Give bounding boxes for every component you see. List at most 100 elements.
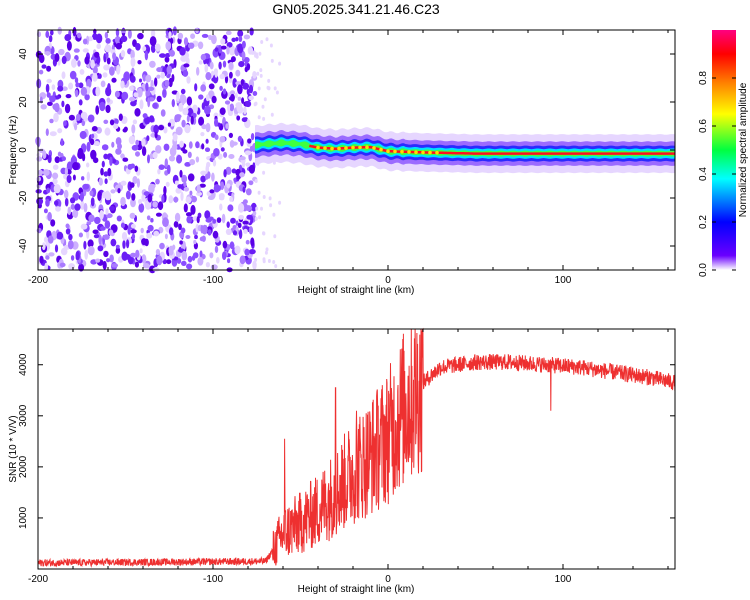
noise-blob [138, 199, 142, 205]
noise-blob [76, 32, 82, 39]
noise-blob [40, 104, 47, 110]
noise-blob [236, 103, 242, 113]
noise-blob [238, 229, 243, 240]
noise-blob [174, 212, 181, 222]
y-tick-label: 40 [18, 48, 29, 60]
noise-blob [185, 212, 193, 217]
noise-blob [180, 227, 186, 234]
noise-blob [234, 92, 238, 99]
noise-blob [246, 214, 253, 220]
noise-blob [238, 35, 243, 43]
noise-blob [53, 112, 59, 123]
noise-blob [147, 224, 154, 232]
noise-blob [80, 200, 85, 210]
noise-blob [177, 184, 183, 189]
noise-blob [167, 164, 171, 175]
noise-blob [207, 171, 211, 179]
noise-blob [175, 187, 182, 194]
noise-blob [86, 171, 91, 182]
noise-blob [97, 245, 104, 252]
noise-blob [155, 178, 160, 185]
noise-blob [254, 257, 258, 262]
noise-blob [120, 222, 126, 229]
noise-blob [87, 239, 94, 248]
noise-blob [183, 37, 189, 46]
noise-blob [93, 234, 100, 239]
noise-blob [69, 70, 77, 80]
noise-blob [131, 233, 136, 240]
noise-blob [35, 189, 42, 194]
noise-blob [197, 41, 204, 50]
noise-blob [156, 74, 161, 79]
noise-blob [278, 200, 282, 205]
noise-blob [185, 196, 192, 204]
noise-blob [94, 51, 100, 58]
noise-blob [255, 54, 259, 59]
noise-blob [115, 247, 121, 254]
noise-blob [206, 161, 211, 168]
noise-blob [63, 120, 67, 126]
noise-blob [171, 99, 175, 108]
noise-blob [48, 35, 53, 43]
noise-blob [89, 190, 94, 197]
noise-blob [90, 149, 97, 160]
noise-blob [154, 77, 158, 87]
noise-blob [82, 38, 88, 45]
noise-blob [243, 228, 248, 234]
y-tick-label: -40 [18, 238, 29, 253]
noise-blob [121, 91, 129, 101]
noise-blob [198, 60, 203, 65]
noise-blob [53, 184, 61, 194]
noise-blob [214, 47, 219, 52]
ridge-core [309, 144, 675, 155]
noise-blob [130, 229, 137, 234]
noise-blob [70, 255, 75, 261]
noise-blob [47, 235, 54, 244]
noise-blob [245, 205, 253, 212]
noise-blob [87, 114, 95, 123]
noise-blob [109, 156, 113, 166]
noise-blob [159, 242, 165, 250]
noise-blob [257, 86, 261, 91]
noise-blob [101, 144, 109, 151]
noise-blob [52, 178, 58, 185]
noise-blob [232, 78, 237, 88]
noise-blob [230, 217, 236, 224]
noise-blob [103, 171, 109, 177]
noise-blob [182, 107, 189, 116]
noise-blob [239, 172, 245, 178]
spectrogram-ridge [255, 122, 675, 174]
noise-blob [68, 263, 75, 270]
noise-blob [49, 95, 56, 103]
noise-blob [141, 193, 145, 202]
noise-blob [188, 42, 195, 49]
noise-blob [245, 100, 252, 108]
noise-blob [163, 143, 170, 151]
noise-blob [46, 187, 51, 194]
noise-blob [212, 218, 217, 224]
noise-blob [75, 82, 80, 88]
noise-blob [195, 223, 199, 233]
noise-blob [120, 35, 128, 43]
noise-blob [172, 133, 178, 142]
noise-blob [262, 170, 266, 175]
noise-blob [115, 244, 120, 249]
noise-blob [220, 45, 227, 50]
noise-blob [154, 43, 161, 52]
noise-blob [104, 127, 111, 136]
noise-blob [237, 96, 242, 101]
noise-blob [229, 103, 235, 112]
noise-blob [244, 248, 250, 256]
noise-blob [225, 30, 232, 36]
noise-blob [186, 76, 191, 84]
noise-blob [222, 60, 227, 68]
noise-blob [230, 93, 235, 102]
noise-blob [211, 34, 217, 45]
noise-blob [247, 46, 254, 55]
noise-blob [135, 139, 140, 146]
ridge-peak [323, 146, 327, 150]
noise-blob [182, 149, 188, 154]
noise-blob [77, 60, 81, 67]
noise-blob [241, 97, 245, 104]
noise-blob [256, 71, 260, 76]
